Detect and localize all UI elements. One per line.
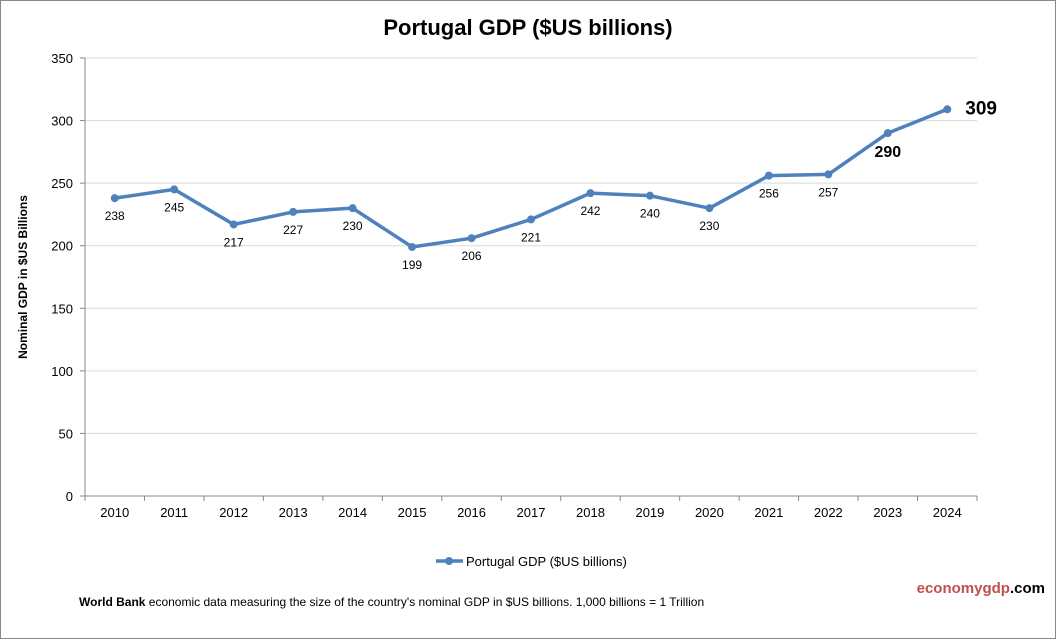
x-tick-label: 2019 bbox=[635, 505, 664, 520]
legend-label: Portugal GDP ($US billions) bbox=[466, 554, 627, 569]
brand-part: economy bbox=[916, 580, 983, 597]
data-label: 309 bbox=[965, 98, 997, 119]
legend-marker bbox=[445, 557, 453, 565]
data-label: 221 bbox=[521, 230, 541, 244]
brand-logo[interactable]: economygdp.com bbox=[917, 580, 1045, 597]
data-point bbox=[705, 204, 714, 213]
data-label: 240 bbox=[640, 207, 660, 221]
chart-title: Portugal GDP ($US billions) bbox=[383, 15, 672, 40]
data-label: 217 bbox=[224, 235, 244, 249]
data-label: 230 bbox=[699, 219, 719, 233]
data-point bbox=[110, 194, 119, 203]
x-tick-label: 2010 bbox=[100, 505, 129, 520]
data-point bbox=[883, 129, 892, 138]
data-label: 256 bbox=[759, 187, 779, 201]
data-label: 227 bbox=[283, 223, 303, 237]
data-point bbox=[527, 215, 535, 224]
data-point bbox=[943, 105, 952, 114]
x-tick-label: 2018 bbox=[576, 505, 605, 520]
y-axis-label: Nominal GDP in $US Billions bbox=[16, 195, 30, 359]
data-label: 206 bbox=[462, 249, 482, 263]
x-tick-label: 2024 bbox=[933, 505, 962, 520]
data-label: 199 bbox=[402, 258, 422, 272]
data-point bbox=[764, 171, 773, 180]
data-label: 230 bbox=[343, 219, 363, 233]
data-point bbox=[348, 204, 357, 213]
data-label: 238 bbox=[105, 209, 125, 223]
x-tick-label: 2011 bbox=[160, 505, 188, 520]
data-point bbox=[586, 189, 595, 198]
y-tick-label: 150 bbox=[51, 301, 73, 316]
x-tick-label: 2012 bbox=[219, 505, 248, 520]
y-tick-label: 100 bbox=[51, 364, 73, 379]
data-label: 242 bbox=[580, 204, 600, 218]
y-tick-label: 250 bbox=[51, 176, 73, 191]
data-point bbox=[467, 234, 476, 243]
x-tick-label: 2016 bbox=[457, 505, 486, 520]
x-tick-label: 2020 bbox=[695, 505, 724, 520]
x-tick-label: 2014 bbox=[338, 505, 367, 520]
y-tick-label: 200 bbox=[51, 239, 73, 254]
x-tick-label: 2023 bbox=[873, 505, 902, 520]
y-tick-label: 350 bbox=[51, 51, 73, 66]
x-tick-label: 2015 bbox=[398, 505, 427, 520]
data-point bbox=[229, 220, 238, 229]
source-text: economic data measuring the size of the … bbox=[145, 595, 705, 609]
source-note: World Bank economic data measuring the s… bbox=[79, 595, 704, 609]
data-point bbox=[289, 207, 298, 216]
brand-part: gdp bbox=[982, 580, 1010, 597]
data-point bbox=[170, 185, 179, 194]
y-tick-label: 300 bbox=[51, 114, 73, 129]
data-label: 290 bbox=[874, 144, 901, 161]
x-tick-label: 2013 bbox=[279, 505, 308, 520]
data-point bbox=[645, 191, 654, 200]
data-point bbox=[824, 170, 833, 179]
y-tick-label: 0 bbox=[66, 489, 73, 504]
series-line bbox=[114, 107, 948, 249]
data-label: 245 bbox=[164, 200, 184, 214]
brand-part: .com bbox=[1009, 580, 1045, 597]
x-tick-label: 2017 bbox=[517, 505, 546, 520]
source-name: World Bank bbox=[79, 595, 146, 609]
y-tick-label: 50 bbox=[59, 426, 73, 441]
x-tick-label: 2021 bbox=[754, 505, 783, 520]
x-tick-label: 2022 bbox=[814, 505, 843, 520]
data-label: 257 bbox=[818, 185, 838, 199]
data-point bbox=[408, 242, 417, 251]
